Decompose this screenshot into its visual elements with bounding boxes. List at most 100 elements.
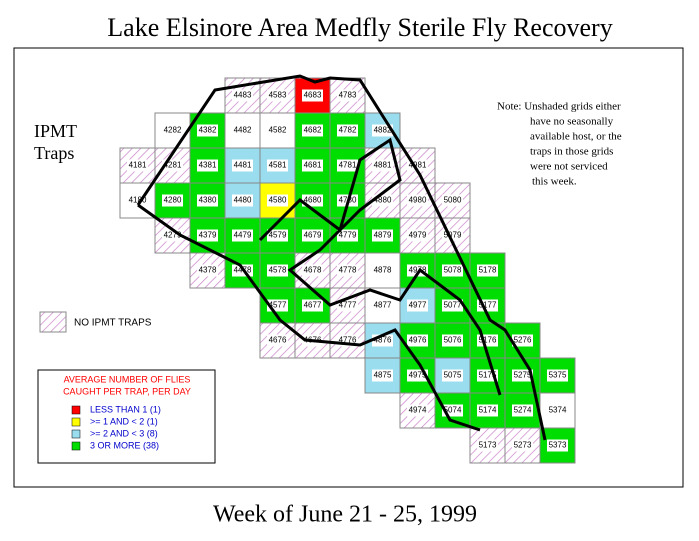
grid-label: 4981	[409, 161, 427, 170]
legend-swatch	[71, 429, 81, 439]
label-box	[232, 159, 253, 172]
route	[137, 203, 481, 432]
grid-label: 4483	[234, 91, 252, 100]
label-box	[162, 194, 183, 207]
label-box	[197, 194, 218, 207]
legend-title: AVERAGE NUMBER OF FLIES	[64, 374, 191, 384]
route	[258, 137, 502, 396]
grid-label: 4976	[409, 336, 427, 345]
grid-label: 4680	[304, 196, 322, 205]
grid-label: 5078	[444, 266, 462, 275]
grid-cell	[329, 322, 366, 359]
grid-label: 4677	[304, 301, 322, 310]
grid-label: 4882	[374, 126, 392, 135]
grid-label: 4581	[269, 161, 287, 170]
grid-label: 5074	[444, 406, 462, 415]
grid-label: 5177	[479, 301, 497, 310]
legend-label: LESS THAN 1 (1)	[90, 404, 161, 414]
grid-label: 4777	[339, 301, 357, 310]
grid-label: 4578	[269, 266, 287, 275]
label-box	[302, 89, 323, 102]
label-box	[407, 334, 428, 347]
grid-label: 4977	[409, 301, 427, 310]
grid-label: 4681	[304, 161, 322, 170]
grid-cell	[224, 112, 261, 149]
grid-label: 5174	[479, 406, 497, 415]
label-box	[197, 159, 218, 172]
grid-label: 4880	[374, 196, 392, 205]
label-box	[302, 229, 323, 242]
label-box	[267, 264, 288, 277]
grid-label: 4781	[339, 161, 357, 170]
grid-label: 4778	[339, 266, 357, 275]
label-box	[407, 229, 428, 242]
legend-label: >= 1 AND < 2 (1)	[90, 416, 158, 426]
grid-label: 4481	[234, 161, 252, 170]
grid-label: 5373	[549, 441, 567, 450]
label-box	[442, 264, 463, 277]
label-box	[477, 264, 498, 277]
subtitle: Week of June 21 - 25, 1999	[213, 502, 477, 528]
grid-label: 4881	[374, 161, 392, 170]
legend-label: >= 2 AND < 3 (8)	[90, 428, 158, 438]
label-box	[512, 369, 533, 382]
grid-label: 4577	[269, 301, 287, 310]
label-box	[267, 334, 288, 347]
label-box	[197, 264, 218, 277]
grid-label: 4783	[339, 91, 357, 100]
grid-label: 4279	[164, 231, 182, 240]
label-box	[337, 229, 358, 242]
label-box	[337, 264, 358, 277]
grid-label: 4877	[374, 301, 392, 310]
grid-label: 4682	[304, 126, 322, 135]
note-line: were not serviced	[530, 161, 608, 173]
label-box	[547, 439, 568, 452]
grid-label: 4580	[269, 196, 287, 205]
grid-label: 5075	[444, 371, 462, 380]
label-box	[512, 439, 533, 452]
grid-label: 4181	[129, 161, 147, 170]
grid-label: 4879	[374, 231, 392, 240]
label-box	[232, 194, 253, 207]
grid-label: 4975	[409, 371, 427, 380]
legend-swatch	[71, 441, 81, 451]
label-box	[407, 194, 428, 207]
grid-label: 4382	[199, 126, 217, 135]
no-traps-label: NO IPMT TRAPS	[74, 318, 152, 329]
grid-label: 4683	[304, 91, 322, 100]
grid-label: 4979	[409, 231, 427, 240]
label-box	[302, 159, 323, 172]
label-box	[197, 229, 218, 242]
label-box	[127, 159, 148, 172]
label-box	[302, 299, 323, 312]
grid-label: 5374	[549, 406, 567, 415]
grid-label: 5276	[514, 336, 532, 345]
label-box	[337, 124, 358, 137]
grid-label: 4583	[269, 91, 287, 100]
grid-label: 5178	[479, 266, 497, 275]
grid-label: 5077	[444, 301, 462, 310]
label-box	[477, 404, 498, 417]
label-box	[337, 159, 358, 172]
grid-label: 5273	[514, 441, 532, 450]
note-line: Note: Unshaded grids either	[497, 101, 621, 113]
legend-items: LESS THAN 1 (1) >= 1 AND < 2 (1) >= 2 AND …	[71, 404, 161, 451]
label-box	[372, 159, 393, 172]
grid-label: 4379	[199, 231, 217, 240]
no-traps-swatch	[39, 311, 67, 333]
grid-label: 4381	[199, 161, 217, 170]
label-box	[267, 159, 288, 172]
grid-label: 4380	[199, 196, 217, 205]
grid-label: 4875	[374, 371, 392, 380]
grid-cell	[539, 392, 576, 429]
legend-swatch	[71, 405, 81, 415]
grid-label: 5275	[514, 371, 532, 380]
title: Lake Elsinore Area Medfly Sterile Fly Re…	[107, 13, 612, 42]
note-line: have no seasonally	[530, 116, 614, 128]
grid-label: 5076	[444, 336, 462, 345]
grid-label: 4480	[234, 196, 252, 205]
label-box	[372, 229, 393, 242]
grid-label: 4878	[374, 266, 392, 275]
grid: 4483 4583 4683 4783 4282 4382 4482 4582 4682 4782…	[119, 77, 576, 464]
